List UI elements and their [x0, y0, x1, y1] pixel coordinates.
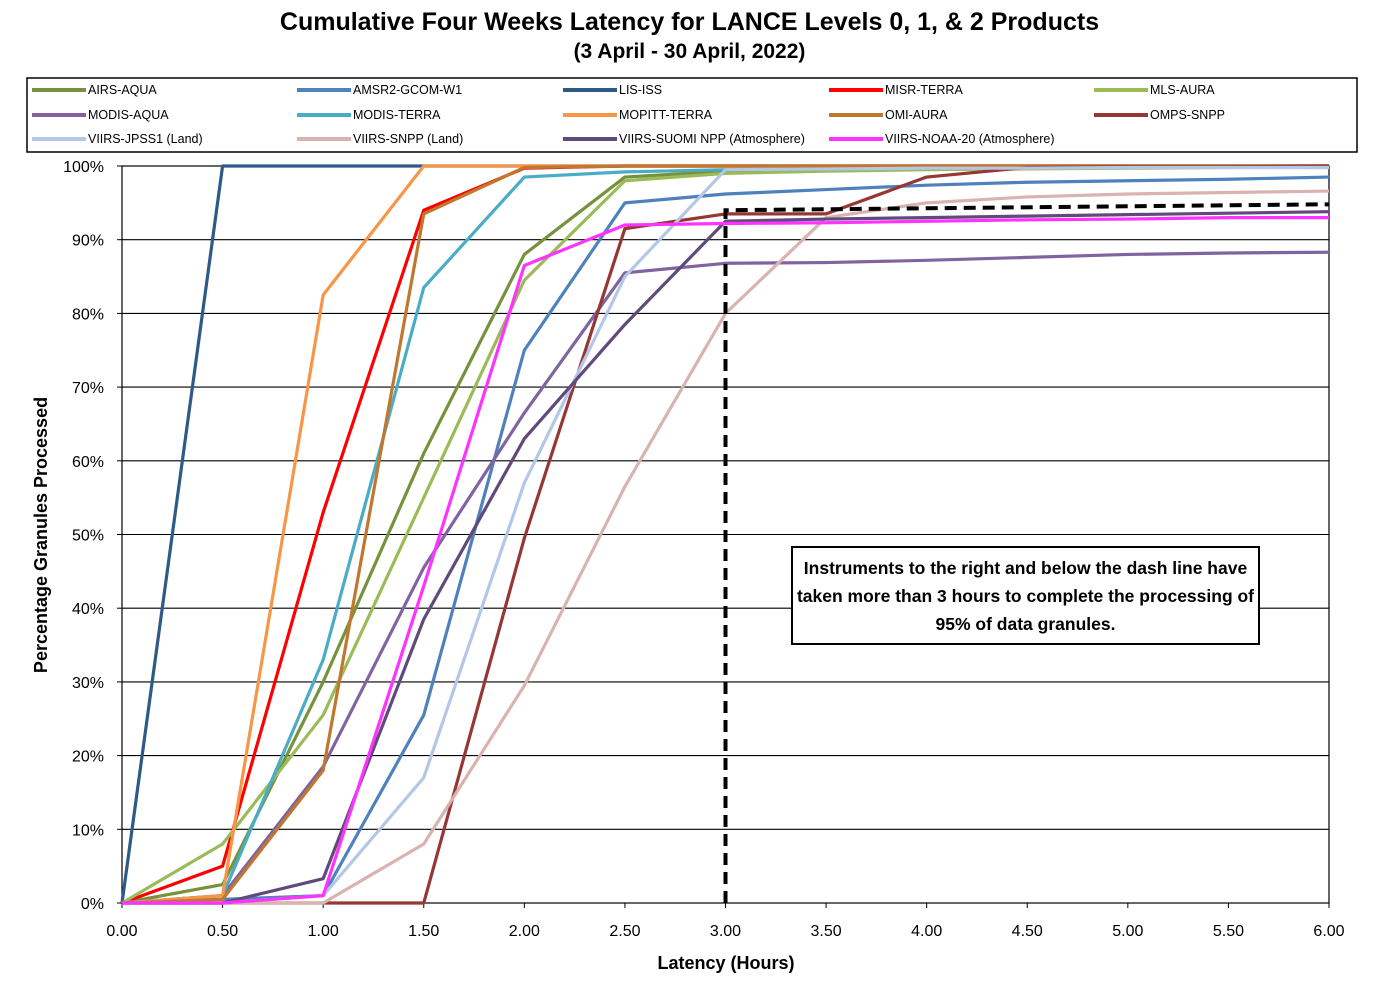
annotation-text: Instruments to the right and below the d… — [796, 558, 1255, 634]
y-tick-label: 100% — [63, 159, 104, 176]
series-lines — [120, 164, 1330, 905]
legend-label-viirs-snpp-land: VIIRS-SNPP (Land) — [353, 132, 463, 146]
legend-label-modis-aqua: MODIS-AQUA — [88, 108, 169, 122]
y-tick-label: 90% — [72, 233, 104, 250]
x-tick-label: 3.50 — [811, 923, 842, 940]
legend-label-modis-terra: MODIS-TERRA — [353, 108, 441, 122]
y-tick-label: 70% — [72, 380, 104, 397]
y-tick-label: 30% — [72, 675, 104, 692]
x-tick-label: 1.00 — [308, 923, 339, 940]
x-axis-label: Latency (Hours) — [657, 953, 794, 973]
y-tick-label: 60% — [72, 454, 104, 471]
legend-label-mls-aura: MLS-AURA — [1150, 83, 1215, 97]
x-tick-label: 4.00 — [911, 923, 942, 940]
legend: AIRS-AQUA AMSR2-GCOM-W1 LIS-ISS MISR-TERRA M… — [32, 83, 1225, 146]
y-tick-label: 0% — [81, 896, 104, 913]
series-line-viirs-noaa-20-atmosphere — [122, 215, 1329, 905]
legend-label-airs-aqua: AIRS-AQUA — [88, 83, 157, 97]
y-axis-ticks: 0% 10% 20% 30% 40% 50% 60% 70% 80% 90% 100% — [63, 159, 122, 913]
legend-label-lis-iss: LIS-ISS — [619, 83, 662, 97]
y-tick-label: 80% — [72, 306, 104, 323]
x-tick-label: 5.50 — [1213, 923, 1244, 940]
annotation-box: Instruments to the right and below the d… — [791, 546, 1260, 645]
x-tick-label: 2.50 — [609, 923, 640, 940]
threshold-dashed-line — [723, 202, 1330, 903]
y-tick-label: 40% — [72, 601, 104, 618]
x-tick-label: 1.50 — [408, 923, 439, 940]
chart-title: Cumulative Four Weeks Latency for LANCE … — [279, 8, 1100, 36]
series-line-viirs-suomi-npp-atmosphere — [122, 210, 1330, 905]
x-tick-label: 2.00 — [509, 923, 540, 940]
threshold-line — [723, 202, 1330, 903]
x-tick-label: 0.50 — [207, 923, 238, 940]
legend-label-mopitt-terra: MOPITT-TERRA — [619, 108, 713, 122]
x-tick-label: 5.00 — [1112, 923, 1143, 940]
legend-label-viirs-jpss1-land: VIIRS-JPSS1 (Land) — [88, 132, 203, 146]
legend-label-omi-aura: OMI-AURA — [885, 108, 948, 122]
y-tick-label: 50% — [72, 528, 104, 545]
x-tick-label: 4.50 — [1012, 923, 1043, 940]
legend-label-viirs-suomi-npp-atmosphere: VIIRS-SUOMI NPP (Atmosphere) — [619, 132, 805, 146]
x-tick-label: 3.00 — [710, 923, 741, 940]
legend-label-amsr2-gcom-w1: AMSR2-GCOM-W1 — [353, 83, 462, 97]
y-axis-label: Percentage Granules Processed — [31, 397, 51, 673]
x-tick-label: 0.00 — [106, 923, 137, 940]
x-tick-label: 6.00 — [1313, 923, 1344, 940]
y-tick-label: 10% — [72, 822, 104, 839]
y-tick-label: 20% — [72, 749, 104, 766]
chart-subtitle: (3 April - 30 April, 2022) — [573, 40, 806, 63]
legend-label-misr-terra: MISR-TERRA — [885, 83, 963, 97]
legend-label-omps-snpp: OMPS-SNPP — [1150, 108, 1225, 122]
x-axis-ticks: 0.00 0.50 1.00 1.50 2.00 2.50 3.00 3.50 4.00 4.50… — [106, 903, 1345, 940]
legend-label-viirs-noaa-20-atmosphere: VIIRS-NOAA-20 (Atmosphere) — [885, 132, 1055, 146]
